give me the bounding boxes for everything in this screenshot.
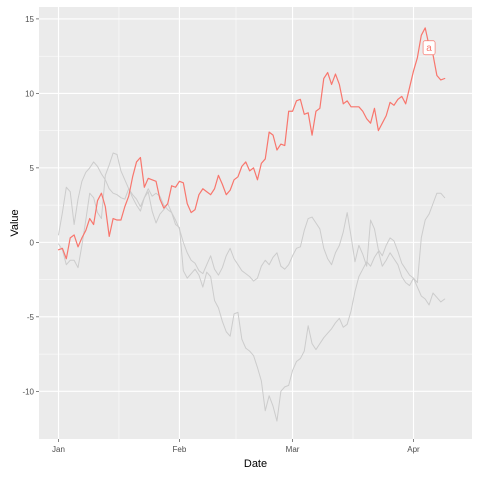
- series-lines: [57, 27, 446, 422]
- series-label-text: a: [426, 43, 432, 54]
- x-tick-label: Apr: [407, 445, 420, 454]
- x-tick-label: Feb: [173, 445, 187, 454]
- series-label: a: [422, 40, 436, 56]
- series-line-grey: [58, 161, 446, 284]
- y-tick-label: -10: [22, 387, 34, 396]
- y-tick-label: -5: [27, 313, 35, 322]
- series-labels: a: [422, 40, 436, 56]
- series-line-highlighted: [57, 27, 446, 260]
- major-gridlines: [39, 7, 472, 439]
- x-tick-label: Jan: [52, 445, 65, 454]
- series-line-grey: [58, 152, 446, 422]
- y-tick-label: 10: [25, 89, 34, 98]
- x-axis-title: Date: [244, 458, 267, 470]
- axes: -10 -5 0 5 10 15 Jan Feb Mar Apr: [22, 15, 420, 454]
- minor-gridlines: [39, 7, 472, 439]
- series-label-box: [422, 40, 436, 56]
- y-tick-label: 15: [25, 15, 34, 24]
- x-tick-label: Mar: [286, 445, 300, 454]
- y-axis-title: Value: [9, 209, 21, 236]
- panel-background: [39, 7, 472, 439]
- y-tick-label: 0: [30, 238, 35, 247]
- y-tick-label: 5: [30, 164, 35, 173]
